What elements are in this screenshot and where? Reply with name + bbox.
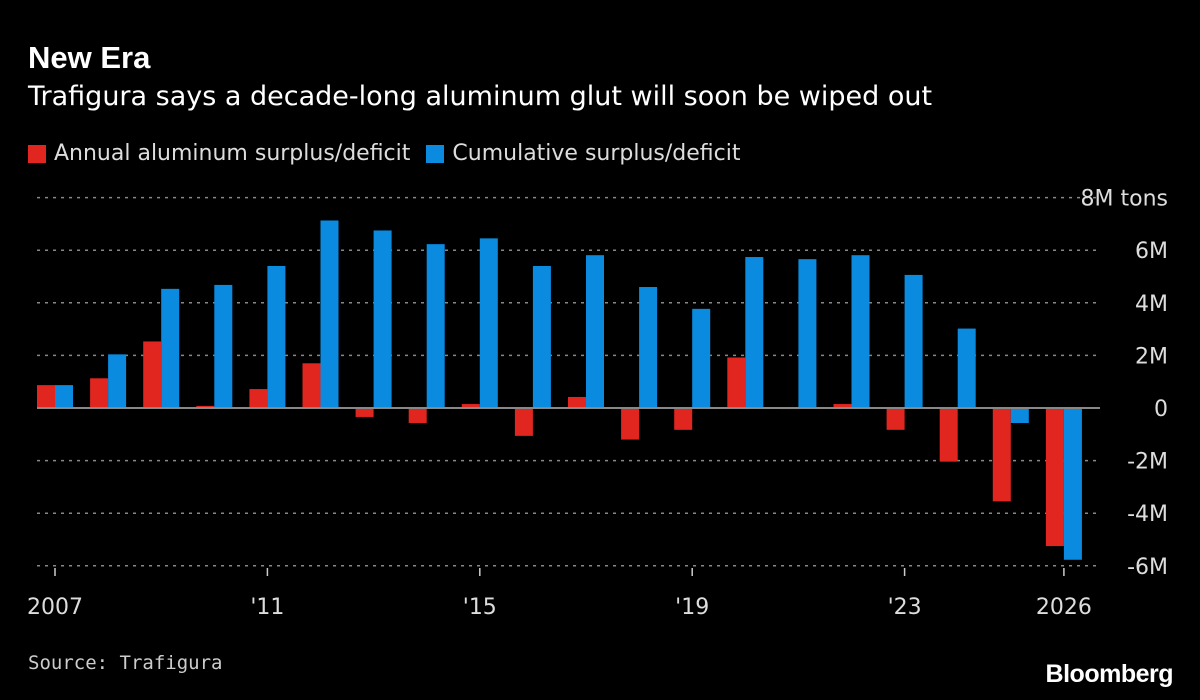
bar-cumulative: [1063, 408, 1082, 560]
bar-annual: [302, 363, 321, 408]
bar-annual: [727, 357, 746, 408]
bar-cumulative: [108, 354, 127, 408]
bar-cumulative: [373, 230, 392, 408]
bar-annual: [355, 408, 374, 417]
bar-cumulative: [692, 308, 711, 408]
y-tick-label: 8M tons: [1081, 187, 1168, 212]
y-tick-label: 0: [1154, 397, 1168, 422]
bar-annual: [992, 408, 1011, 502]
legend-label-cumulative: Cumulative surplus/deficit: [452, 141, 741, 166]
legend-item-annual: Annual aluminum surplus/deficit: [28, 141, 410, 166]
bar-annual: [674, 408, 693, 430]
legend-swatch-cumulative: [426, 144, 445, 163]
legend-swatch-annual: [28, 144, 46, 163]
bar-annual: [143, 341, 162, 408]
bar-cumulative: [1010, 408, 1029, 423]
y-tick-label: -4M: [1127, 502, 1168, 527]
bloomberg-logo: Bloomberg: [1045, 660, 1174, 688]
bar-cumulative: [532, 265, 551, 408]
bar-cumulative: [745, 257, 764, 408]
chart-subtitle: Trafigura says a decade-long aluminum gl…: [28, 81, 933, 112]
y-tick-label: 2M: [1135, 344, 1168, 369]
legend-label-annual: Annual aluminum surplus/deficit: [54, 141, 411, 166]
bar-annual: [37, 385, 55, 408]
bar-cumulative: [479, 238, 498, 408]
bar-cumulative: [798, 259, 817, 408]
bar-annual: [833, 404, 852, 408]
y-tick-label: -6M: [1127, 555, 1168, 580]
bar-cumulative: [851, 255, 870, 408]
bar-annual: [461, 404, 480, 408]
x-tick-label: 2026: [1036, 595, 1092, 620]
bar-cumulative: [586, 255, 604, 408]
x-tick-label: '15: [463, 595, 497, 620]
bar-annual: [249, 389, 268, 408]
y-tick-label: 6M: [1135, 239, 1168, 264]
legend: Annual aluminum surplus/deficit Cumulati…: [28, 141, 741, 166]
y-tick-label: -2M: [1127, 450, 1168, 475]
bar-annual: [886, 408, 905, 430]
x-tick-label: 2007: [27, 595, 83, 620]
y-tick-label: 4M: [1135, 292, 1168, 317]
bar-annual: [621, 408, 640, 440]
x-tick-label: '19: [675, 595, 709, 620]
chart-title: New Era: [28, 40, 151, 75]
bar-annual: [514, 408, 533, 436]
source-note: Source: Trafigura: [28, 652, 223, 674]
bar-annual: [1045, 408, 1064, 547]
bar-cumulative: [904, 274, 923, 408]
legend-item-cumulative: Cumulative surplus/deficit: [426, 141, 741, 166]
bar-cumulative: [426, 244, 445, 408]
bar-annual: [196, 405, 215, 408]
bar-annual: [90, 378, 109, 408]
bar-annual: [568, 396, 586, 408]
bar-annual: [939, 408, 958, 462]
bar-cumulative: [320, 220, 339, 408]
bar-cumulative: [214, 284, 233, 408]
bar-cumulative: [639, 287, 658, 408]
bar-cumulative: [267, 265, 286, 408]
x-tick-label: '11: [250, 595, 284, 620]
bar-cumulative: [161, 288, 180, 408]
bar-annual: [408, 408, 427, 423]
bar-cumulative: [957, 328, 976, 408]
bar-cumulative: [55, 385, 73, 408]
x-tick-label: '23: [888, 595, 922, 620]
